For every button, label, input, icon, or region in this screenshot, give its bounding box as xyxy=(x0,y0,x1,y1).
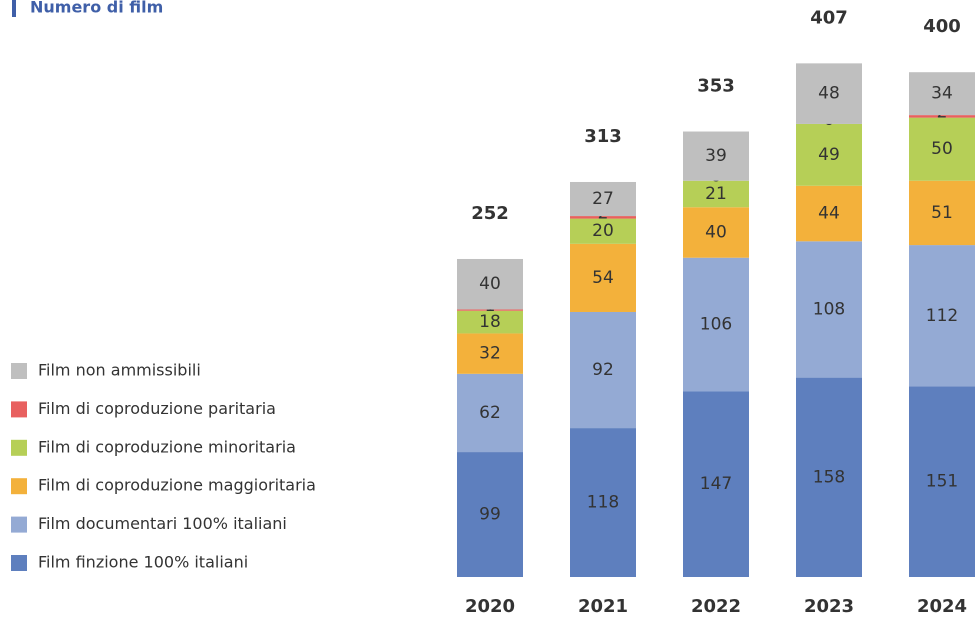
bar-segment xyxy=(796,63,862,124)
data-label: 147 xyxy=(700,474,732,494)
bar-segment xyxy=(683,257,749,392)
data-label: 50 xyxy=(931,139,953,159)
legend-swatch xyxy=(11,363,27,379)
bar-segment xyxy=(796,185,862,242)
bar-segment xyxy=(683,180,749,208)
bar-segment xyxy=(909,386,975,577)
data-label: 44 xyxy=(818,204,840,224)
bar-segment xyxy=(909,117,975,181)
data-label: 49 xyxy=(818,145,840,165)
data-label: 48 xyxy=(818,84,840,104)
chart-title: Numero di film xyxy=(30,0,163,17)
legend-label: Film di coproduzione maggioritaria xyxy=(38,476,316,495)
bar-segment xyxy=(683,207,749,258)
data-label: 151 xyxy=(926,472,958,492)
bar-segment xyxy=(457,309,523,311)
data-label: 92 xyxy=(592,360,614,380)
bar-segment xyxy=(796,241,862,378)
legend-swatch xyxy=(11,516,27,533)
data-label: 54 xyxy=(592,268,614,288)
data-label: 39 xyxy=(705,146,727,166)
data-label: 32 xyxy=(479,344,501,364)
bar-segment xyxy=(909,72,975,116)
legend-label: Film finzione 100% italiani xyxy=(38,553,248,572)
x-tick-label: 2021 xyxy=(578,596,628,617)
data-label: 40 xyxy=(479,274,501,294)
total-label: 313 xyxy=(584,126,622,147)
bar-segment xyxy=(909,115,975,118)
data-label: 34 xyxy=(931,84,953,104)
bar-segment xyxy=(683,391,749,577)
x-tick-label: 2022 xyxy=(691,596,741,617)
bar-segment xyxy=(909,245,975,387)
data-label: 62 xyxy=(479,403,501,423)
bar-segment xyxy=(457,373,523,453)
x-tick-label: 2023 xyxy=(804,596,854,617)
bar-segment xyxy=(457,310,523,334)
bar-segment xyxy=(683,131,749,181)
total-label: 407 xyxy=(810,7,848,28)
data-label: 21 xyxy=(705,184,727,204)
data-label: 108 xyxy=(813,299,845,319)
legend-swatch xyxy=(11,439,27,456)
data-label: 40 xyxy=(705,222,727,242)
data-label: 18 xyxy=(479,312,501,332)
total-label: 400 xyxy=(923,16,961,37)
bar-segment xyxy=(457,452,523,577)
legend-label: Film di coproduzione minoritaria xyxy=(38,437,296,456)
x-tick-label: 2020 xyxy=(465,596,515,617)
bar-segment xyxy=(570,216,636,219)
bar-segment xyxy=(457,258,523,310)
data-label: 99 xyxy=(479,505,501,525)
bar-segment xyxy=(570,428,636,577)
bar-segment xyxy=(796,377,862,577)
bar-segment xyxy=(909,180,975,246)
data-label: 106 xyxy=(700,315,732,335)
title-accent xyxy=(12,0,16,17)
legend-swatch xyxy=(11,401,27,418)
total-label: 353 xyxy=(697,76,735,97)
legend-swatch xyxy=(11,478,27,495)
legend-label: Film di coproduzione paritaria xyxy=(38,399,276,418)
x-tick-label: 2024 xyxy=(917,596,967,617)
data-label: 112 xyxy=(926,306,958,326)
data-label: 158 xyxy=(813,467,845,487)
data-label: 27 xyxy=(592,189,614,209)
data-label: 20 xyxy=(592,221,614,241)
data-label: 51 xyxy=(931,203,953,223)
bar-segment xyxy=(570,243,636,312)
bar-segment xyxy=(570,311,636,429)
bar-segment xyxy=(570,218,636,244)
total-label: 252 xyxy=(471,203,509,224)
bar-segment xyxy=(570,181,636,217)
legend-label: Film non ammissibili xyxy=(38,361,201,380)
data-label: 118 xyxy=(587,493,619,513)
legend-swatch xyxy=(11,555,27,571)
bar-segment xyxy=(796,123,862,186)
bar-segment xyxy=(457,333,523,374)
legend-label: Film documentari 100% italiani xyxy=(38,514,287,533)
